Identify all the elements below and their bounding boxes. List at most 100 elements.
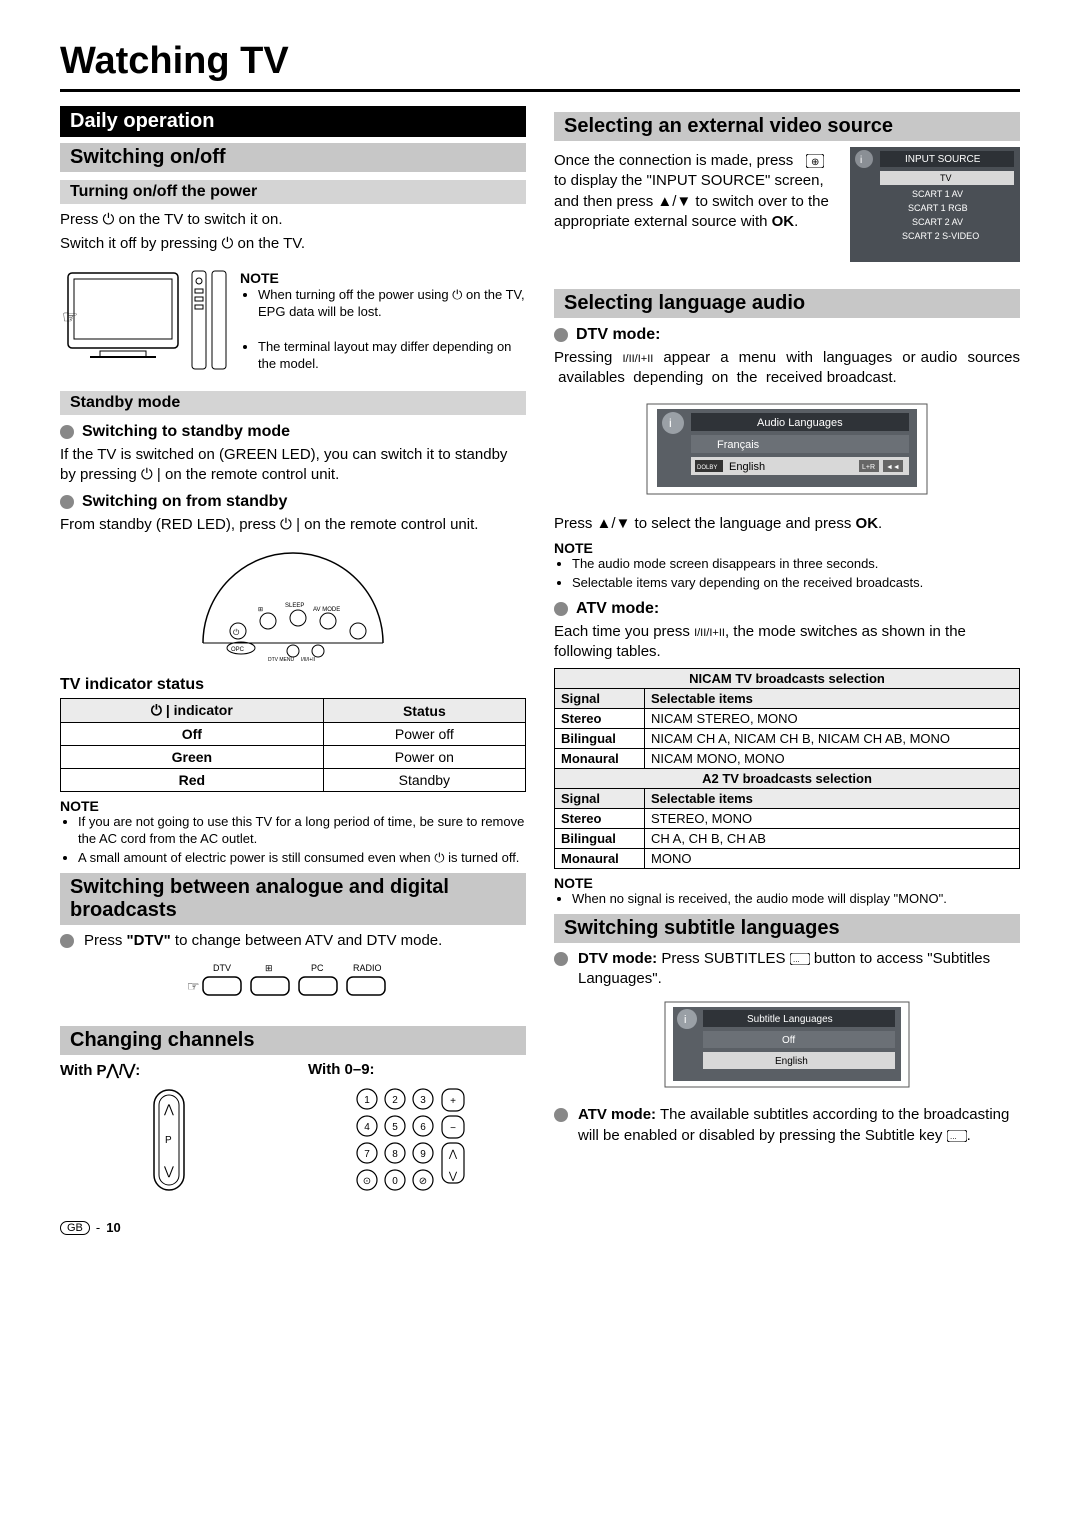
svg-text:Français: Français <box>717 439 760 451</box>
svg-text:7: 7 <box>364 1149 370 1160</box>
dtv-body: Pressing I/II/I+II appear a menu with la… <box>554 348 1020 389</box>
note-item: The terminal layout may differ depending… <box>258 339 526 373</box>
svg-text:DTV MENU: DTV MENU <box>268 657 295 663</box>
td: NICAM CH A, NICAM CH B, NICAM CH AB, MON… <box>645 729 1020 749</box>
hdr-text: Switching to standby mode <box>82 423 290 441</box>
dtv-button-row: DTV ⊞ PC RADIO ☞ <box>60 961 526 1016</box>
dot-icon <box>554 328 568 342</box>
dot-icon <box>554 602 568 616</box>
gb-badge: GB <box>60 1221 90 1235</box>
td: Bilingual <box>555 829 645 849</box>
note-item: A small amount of electric power is stil… <box>78 850 526 867</box>
svg-text:−: − <box>450 1123 456 1134</box>
hdr-sw-from-standby: Switching on from standby <box>60 493 526 511</box>
text-sw-from-standby: From standby (RED LED), press ⏻ | on the… <box>60 515 526 535</box>
nicam-hdr2: A2 TV broadcasts selection <box>555 769 1020 789</box>
hdr-text: ATV mode: <box>576 600 659 618</box>
hdr-atv-mode: ATV mode: <box>554 600 1020 618</box>
note-item: The audio mode screen disappears in thre… <box>572 556 1020 573</box>
dot-icon <box>60 425 74 439</box>
svg-text:INPUT SOURCE: INPUT SOURCE <box>905 154 981 165</box>
with-09-label: With 0–9: <box>308 1061 526 1078</box>
td: NICAM MONO, MONO <box>645 749 1020 769</box>
page-number: 10 <box>106 1220 120 1235</box>
subsection-turn-power: Turning on/off the power <box>60 180 526 204</box>
section-ext-source: Selecting an external video source <box>554 112 1020 141</box>
svg-text:Subtitle Languages: Subtitle Languages <box>747 1014 833 1025</box>
svg-text:SLEEP: SLEEP <box>285 603 304 609</box>
th-indicator: ⏻ | indicator <box>61 699 324 723</box>
td: Green <box>61 746 324 769</box>
ext-source-block: i INPUT SOURCE TV SCART 1 AV SCART 1 RGB… <box>554 147 1020 267</box>
svg-text:i: i <box>684 1014 686 1026</box>
svg-text:AV MODE: AV MODE <box>313 607 340 613</box>
svg-text:SCART 2 S-VIDEO: SCART 2 S-VIDEO <box>902 231 979 241</box>
dtv-press-para: Press "DTV" to change between ATV and DT… <box>60 931 526 951</box>
svg-text:P: P <box>165 1135 172 1146</box>
svg-text:1: 1 <box>364 1095 370 1106</box>
note-item: When no signal is received, the audio mo… <box>572 891 1020 908</box>
svg-text:I/II/I+II: I/II/I+II <box>301 657 315 663</box>
svg-text:i: i <box>669 416 672 430</box>
td: Power off <box>323 723 525 746</box>
dot-icon <box>60 934 74 948</box>
td: Bilingual <box>555 729 645 749</box>
svg-text:0: 0 <box>392 1176 398 1187</box>
svg-text:☞: ☞ <box>62 307 78 327</box>
svg-text:⊘: ⊘ <box>419 1176 427 1187</box>
svg-text:⋁: ⋁ <box>163 1164 174 1178</box>
svg-text:SCART 1 AV: SCART 1 AV <box>912 189 963 199</box>
svg-text:⋁: ⋁ <box>448 1171 458 1182</box>
svg-text:⊞: ⊞ <box>265 963 273 973</box>
svg-text:DTV: DTV <box>213 963 231 973</box>
footer-dash: - <box>96 1220 100 1235</box>
svg-text:English: English <box>729 461 765 473</box>
svg-text:PC: PC <box>311 963 324 973</box>
td: NICAM STEREO, MONO <box>645 709 1020 729</box>
note-item: When turning off the power using ⏻ on th… <box>258 287 526 321</box>
svg-text:TV: TV <box>940 173 952 183</box>
section-switching-onoff: Switching on/off <box>60 143 526 172</box>
th: Signal <box>555 789 645 809</box>
svg-text:⋀: ⋀ <box>163 1102 174 1116</box>
svg-text:⊕: ⊕ <box>811 157 819 168</box>
left-column: Daily operation Switching on/off Turning… <box>60 106 526 1200</box>
svg-text:i: i <box>860 155 862 166</box>
svg-text:DOLBY: DOLBY <box>697 465 717 471</box>
note-label: NOTE <box>240 269 526 287</box>
th: Selectable items <box>645 689 1020 709</box>
td: Red <box>61 769 324 792</box>
nicam-table: NICAM TV broadcasts selection SignalSele… <box>554 668 1020 869</box>
td: CH A, CH B, CH AB <box>645 829 1020 849</box>
svg-text:6: 6 <box>420 1122 426 1133</box>
subsection-standby-mode: Standby mode <box>60 391 526 415</box>
section-switch-broadcast: Switching between analogue and digital b… <box>60 873 526 925</box>
svg-text:...: ... <box>950 1132 957 1141</box>
svg-text:⊞: ⊞ <box>258 607 263 613</box>
td: Monaural <box>555 849 645 869</box>
remote-p-buttons: ⋀ P ⋁ <box>60 1085 278 1200</box>
audio-languages-panel: i Audio Languages Français DOLBY English… <box>554 399 1020 504</box>
sub-atv-para: ATV mode: The available subtitles accord… <box>554 1105 1020 1146</box>
svg-text:RADIO: RADIO <box>353 963 382 973</box>
svg-text:⏻: ⏻ <box>233 628 240 637</box>
note-label: NOTE <box>554 540 1020 556</box>
text-switch-off: Switch it off by pressing ⏻ on the TV. <box>60 234 526 254</box>
td: Power on <box>323 746 525 769</box>
svg-text:SCART 1 RGB: SCART 1 RGB <box>908 203 968 213</box>
note-label: NOTE <box>60 798 526 814</box>
svg-text:L+R: L+R <box>862 464 875 471</box>
td: Stereo <box>555 709 645 729</box>
subtitle-languages-panel: i Subtitle Languages Off English <box>554 997 1020 1097</box>
atv-body: Each time you press I/II/I+II, the mode … <box>554 622 1020 663</box>
hdr-text: DTV mode: <box>576 326 660 344</box>
th: Selectable items <box>645 789 1020 809</box>
svg-text:2: 2 <box>392 1095 398 1106</box>
svg-text:...: ... <box>793 955 800 964</box>
hdr-sw-to-standby: Switching to standby mode <box>60 423 526 441</box>
svg-text:Audio Languages: Audio Languages <box>757 417 843 429</box>
svg-text:3: 3 <box>420 1095 426 1106</box>
note-label: NOTE <box>554 875 1020 891</box>
svg-text:⋀: ⋀ <box>448 1149 458 1160</box>
with-p-label: With P⋀/⋁: <box>60 1061 278 1079</box>
